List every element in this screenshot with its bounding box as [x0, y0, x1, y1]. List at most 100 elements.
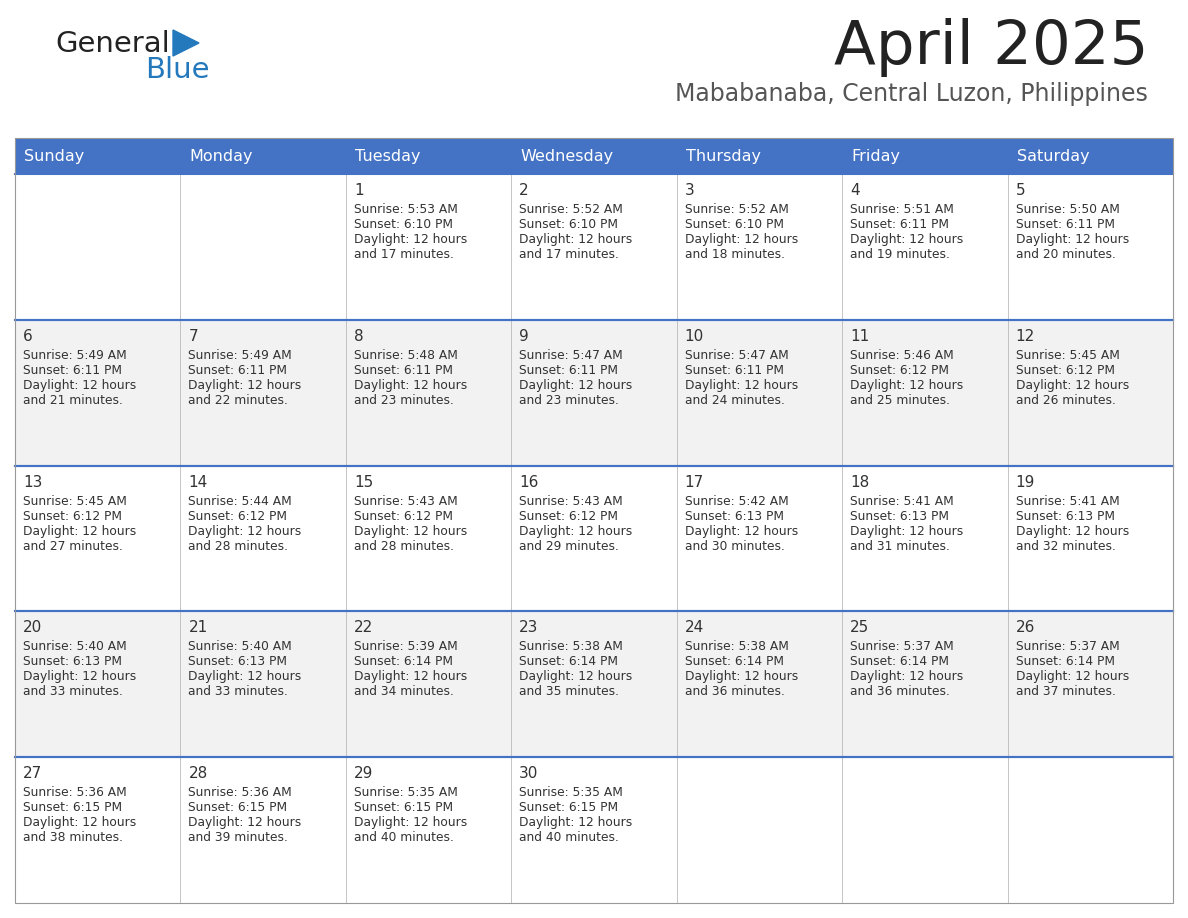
Text: Sunset: 6:11 PM: Sunset: 6:11 PM — [851, 218, 949, 231]
Text: Daylight: 12 hours: Daylight: 12 hours — [189, 379, 302, 392]
Text: Sunset: 6:11 PM: Sunset: 6:11 PM — [684, 364, 784, 376]
Text: Daylight: 12 hours: Daylight: 12 hours — [519, 379, 632, 392]
Text: Sunrise: 5:35 AM: Sunrise: 5:35 AM — [354, 786, 457, 800]
Text: Sunday: Sunday — [24, 149, 84, 163]
Text: Sunrise: 5:49 AM: Sunrise: 5:49 AM — [23, 349, 127, 362]
Text: General: General — [55, 30, 170, 58]
Text: 3: 3 — [684, 183, 695, 198]
Text: 24: 24 — [684, 621, 704, 635]
Text: Sunrise: 5:51 AM: Sunrise: 5:51 AM — [851, 203, 954, 216]
Polygon shape — [173, 30, 200, 56]
Text: Wednesday: Wednesday — [520, 149, 613, 163]
Text: Sunrise: 5:35 AM: Sunrise: 5:35 AM — [519, 786, 624, 800]
Text: Sunrise: 5:39 AM: Sunrise: 5:39 AM — [354, 641, 457, 654]
Text: 20: 20 — [23, 621, 43, 635]
Text: Daylight: 12 hours: Daylight: 12 hours — [23, 816, 137, 829]
Text: Thursday: Thursday — [685, 149, 760, 163]
Text: and 36 minutes.: and 36 minutes. — [851, 686, 950, 699]
Text: and 35 minutes.: and 35 minutes. — [519, 686, 619, 699]
Text: Sunrise: 5:52 AM: Sunrise: 5:52 AM — [519, 203, 624, 216]
Text: Sunset: 6:12 PM: Sunset: 6:12 PM — [1016, 364, 1114, 376]
Text: Sunrise: 5:43 AM: Sunrise: 5:43 AM — [519, 495, 623, 508]
Text: Sunset: 6:10 PM: Sunset: 6:10 PM — [684, 218, 784, 231]
Text: Daylight: 12 hours: Daylight: 12 hours — [684, 233, 798, 246]
Text: Sunset: 6:11 PM: Sunset: 6:11 PM — [23, 364, 122, 376]
Text: Sunset: 6:15 PM: Sunset: 6:15 PM — [189, 801, 287, 814]
Text: and 29 minutes.: and 29 minutes. — [519, 540, 619, 553]
Text: Sunrise: 5:47 AM: Sunrise: 5:47 AM — [519, 349, 623, 362]
Text: Daylight: 12 hours: Daylight: 12 hours — [851, 233, 963, 246]
Text: Sunrise: 5:41 AM: Sunrise: 5:41 AM — [851, 495, 954, 508]
Text: and 24 minutes.: and 24 minutes. — [684, 394, 784, 407]
Text: 18: 18 — [851, 475, 870, 489]
Text: Daylight: 12 hours: Daylight: 12 hours — [23, 379, 137, 392]
Text: and 20 minutes.: and 20 minutes. — [1016, 248, 1116, 261]
Text: Friday: Friday — [851, 149, 901, 163]
Bar — [15, 757, 1173, 903]
Text: 1: 1 — [354, 183, 364, 198]
Text: and 34 minutes.: and 34 minutes. — [354, 686, 454, 699]
Text: 22: 22 — [354, 621, 373, 635]
Text: Sunrise: 5:48 AM: Sunrise: 5:48 AM — [354, 349, 457, 362]
Text: Daylight: 12 hours: Daylight: 12 hours — [519, 670, 632, 683]
Text: and 40 minutes.: and 40 minutes. — [354, 831, 454, 845]
Text: Daylight: 12 hours: Daylight: 12 hours — [1016, 670, 1129, 683]
Text: and 26 minutes.: and 26 minutes. — [1016, 394, 1116, 407]
Text: Sunrise: 5:40 AM: Sunrise: 5:40 AM — [189, 641, 292, 654]
Text: Sunset: 6:12 PM: Sunset: 6:12 PM — [23, 509, 122, 522]
Text: Sunrise: 5:46 AM: Sunrise: 5:46 AM — [851, 349, 954, 362]
Text: 19: 19 — [1016, 475, 1035, 489]
Text: 9: 9 — [519, 329, 529, 344]
Text: and 40 minutes.: and 40 minutes. — [519, 831, 619, 845]
Text: and 19 minutes.: and 19 minutes. — [851, 248, 950, 261]
Text: Sunrise: 5:40 AM: Sunrise: 5:40 AM — [23, 641, 127, 654]
Text: and 28 minutes.: and 28 minutes. — [354, 540, 454, 553]
Text: Sunset: 6:11 PM: Sunset: 6:11 PM — [1016, 218, 1114, 231]
Text: Daylight: 12 hours: Daylight: 12 hours — [23, 670, 137, 683]
Text: Sunset: 6:13 PM: Sunset: 6:13 PM — [23, 655, 122, 668]
Text: and 25 minutes.: and 25 minutes. — [851, 394, 950, 407]
Text: and 17 minutes.: and 17 minutes. — [354, 248, 454, 261]
Text: 15: 15 — [354, 475, 373, 489]
Text: Sunset: 6:11 PM: Sunset: 6:11 PM — [354, 364, 453, 376]
Text: and 17 minutes.: and 17 minutes. — [519, 248, 619, 261]
Text: Sunset: 6:12 PM: Sunset: 6:12 PM — [519, 509, 618, 522]
Text: and 39 minutes.: and 39 minutes. — [189, 831, 289, 845]
Text: Sunset: 6:10 PM: Sunset: 6:10 PM — [354, 218, 453, 231]
Text: and 30 minutes.: and 30 minutes. — [684, 540, 784, 553]
Text: 10: 10 — [684, 329, 704, 344]
Text: Daylight: 12 hours: Daylight: 12 hours — [354, 816, 467, 829]
Text: Sunset: 6:14 PM: Sunset: 6:14 PM — [684, 655, 784, 668]
Text: 8: 8 — [354, 329, 364, 344]
Text: Daylight: 12 hours: Daylight: 12 hours — [189, 816, 302, 829]
Text: and 27 minutes.: and 27 minutes. — [23, 540, 122, 553]
Text: 21: 21 — [189, 621, 208, 635]
Text: Mababanaba, Central Luzon, Philippines: Mababanaba, Central Luzon, Philippines — [675, 82, 1148, 106]
Text: Sunrise: 5:49 AM: Sunrise: 5:49 AM — [189, 349, 292, 362]
Text: and 22 minutes.: and 22 minutes. — [189, 394, 289, 407]
Text: Daylight: 12 hours: Daylight: 12 hours — [189, 524, 302, 538]
Text: Sunset: 6:13 PM: Sunset: 6:13 PM — [684, 509, 784, 522]
Text: Sunrise: 5:43 AM: Sunrise: 5:43 AM — [354, 495, 457, 508]
Text: and 23 minutes.: and 23 minutes. — [519, 394, 619, 407]
Text: 16: 16 — [519, 475, 538, 489]
Text: Daylight: 12 hours: Daylight: 12 hours — [1016, 233, 1129, 246]
Text: Sunrise: 5:52 AM: Sunrise: 5:52 AM — [684, 203, 789, 216]
Text: and 33 minutes.: and 33 minutes. — [189, 686, 289, 699]
Text: 14: 14 — [189, 475, 208, 489]
Text: 13: 13 — [23, 475, 43, 489]
Text: and 38 minutes.: and 38 minutes. — [23, 831, 124, 845]
Text: 6: 6 — [23, 329, 33, 344]
Text: 25: 25 — [851, 621, 870, 635]
Text: Sunrise: 5:37 AM: Sunrise: 5:37 AM — [851, 641, 954, 654]
Text: Sunrise: 5:38 AM: Sunrise: 5:38 AM — [684, 641, 789, 654]
Text: and 31 minutes.: and 31 minutes. — [851, 540, 950, 553]
Text: Sunrise: 5:44 AM: Sunrise: 5:44 AM — [189, 495, 292, 508]
Text: and 21 minutes.: and 21 minutes. — [23, 394, 122, 407]
Text: 7: 7 — [189, 329, 198, 344]
Text: Sunrise: 5:41 AM: Sunrise: 5:41 AM — [1016, 495, 1119, 508]
Text: Sunrise: 5:38 AM: Sunrise: 5:38 AM — [519, 641, 624, 654]
Text: Daylight: 12 hours: Daylight: 12 hours — [1016, 379, 1129, 392]
Text: Sunrise: 5:45 AM: Sunrise: 5:45 AM — [23, 495, 127, 508]
Text: Sunset: 6:12 PM: Sunset: 6:12 PM — [851, 364, 949, 376]
